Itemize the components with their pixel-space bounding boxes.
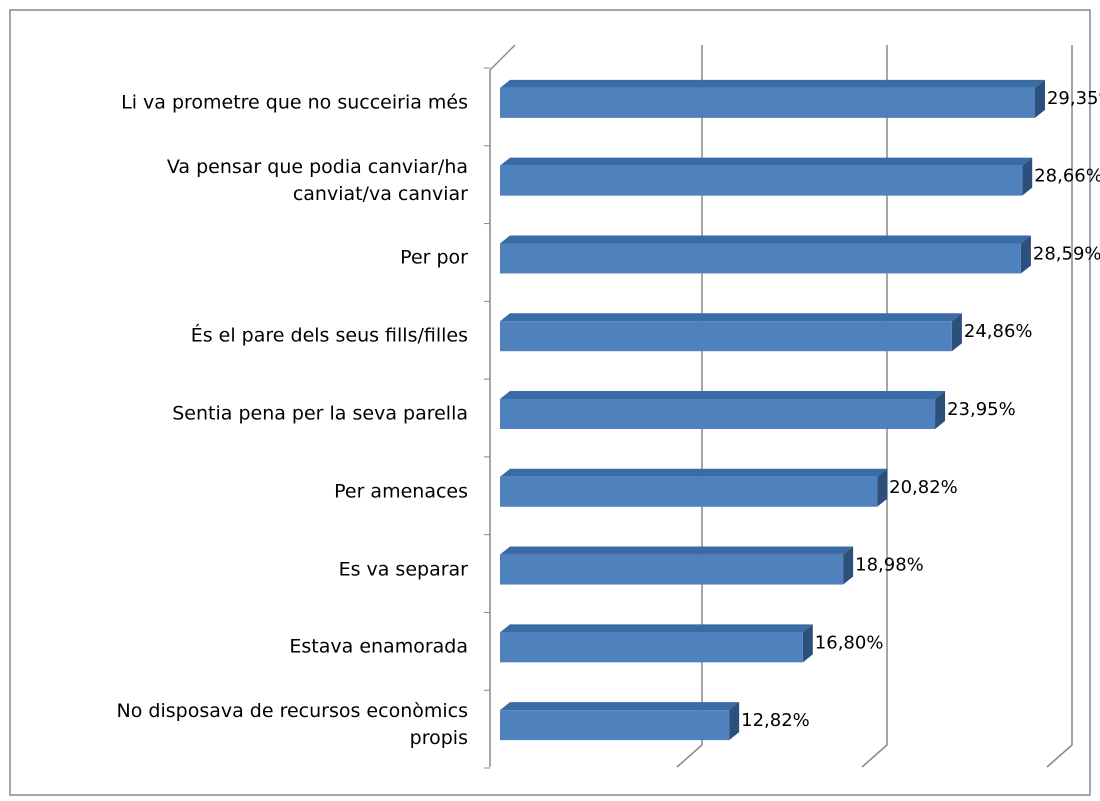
bar-face bbox=[500, 87, 1035, 118]
bar-face bbox=[935, 391, 946, 429]
bar-face bbox=[500, 632, 803, 663]
bar-face bbox=[500, 243, 1021, 274]
bar-face bbox=[500, 165, 1023, 196]
value-label: 28,66% bbox=[1034, 166, 1100, 187]
bar-face bbox=[500, 235, 1031, 244]
bar-face bbox=[1034, 79, 1045, 118]
bar-face bbox=[500, 468, 888, 477]
bar-face bbox=[500, 476, 878, 507]
value-label: 20,82% bbox=[889, 477, 958, 498]
bar-face bbox=[500, 702, 740, 711]
bar bbox=[500, 546, 854, 585]
bar-face bbox=[951, 313, 962, 352]
value-label: 29,35% bbox=[1047, 88, 1100, 109]
value-label: 16,80% bbox=[815, 632, 884, 653]
bar-face bbox=[500, 399, 936, 429]
chart-frame bbox=[9, 9, 1091, 796]
bar bbox=[500, 235, 1031, 274]
bar-face bbox=[1022, 157, 1033, 196]
bar-face bbox=[500, 313, 962, 322]
category-label: Li va prometre que no succeiria més bbox=[121, 91, 468, 114]
bar bbox=[500, 313, 962, 352]
bar-face bbox=[500, 391, 946, 399]
category-label: Estava enamorada bbox=[289, 635, 468, 658]
grid-line bbox=[676, 45, 703, 768]
category-label: Per por bbox=[400, 246, 468, 269]
bar-face bbox=[500, 554, 844, 585]
bar bbox=[500, 624, 813, 663]
category-label: Es va separar bbox=[338, 558, 468, 581]
bar bbox=[500, 79, 1045, 118]
value-label: 12,82% bbox=[741, 710, 810, 731]
value-label: 18,98% bbox=[855, 555, 924, 576]
value-label: 23,95% bbox=[947, 399, 1016, 420]
bar-face bbox=[802, 624, 813, 663]
bar bbox=[500, 391, 946, 429]
bar bbox=[500, 702, 740, 741]
bar bbox=[500, 157, 1033, 196]
category-label: No disposava de recursos econòmics propi… bbox=[116, 700, 468, 750]
bar-face bbox=[500, 79, 1045, 88]
bar-face bbox=[729, 702, 740, 741]
bar-face bbox=[877, 468, 888, 507]
value-label: 24,86% bbox=[964, 321, 1033, 342]
category-label: Per amenaces bbox=[334, 480, 468, 503]
grid-line bbox=[1046, 45, 1073, 768]
grid-line bbox=[861, 45, 888, 768]
category-label: Va pensar que podia canviar/ha canviat/v… bbox=[166, 155, 468, 205]
bar bbox=[500, 468, 888, 507]
bar-face bbox=[500, 624, 813, 633]
bar-face bbox=[500, 546, 854, 555]
bar-face bbox=[500, 321, 952, 352]
value-label: 28,59% bbox=[1033, 243, 1100, 264]
bar-face bbox=[500, 157, 1033, 166]
bar-face bbox=[1020, 235, 1031, 274]
bar-face bbox=[500, 710, 730, 741]
bar-face bbox=[843, 546, 854, 585]
category-label: Sentia pena per la seva parella bbox=[172, 402, 468, 425]
category-label: És el pare dels seus fills/filles bbox=[190, 324, 468, 347]
